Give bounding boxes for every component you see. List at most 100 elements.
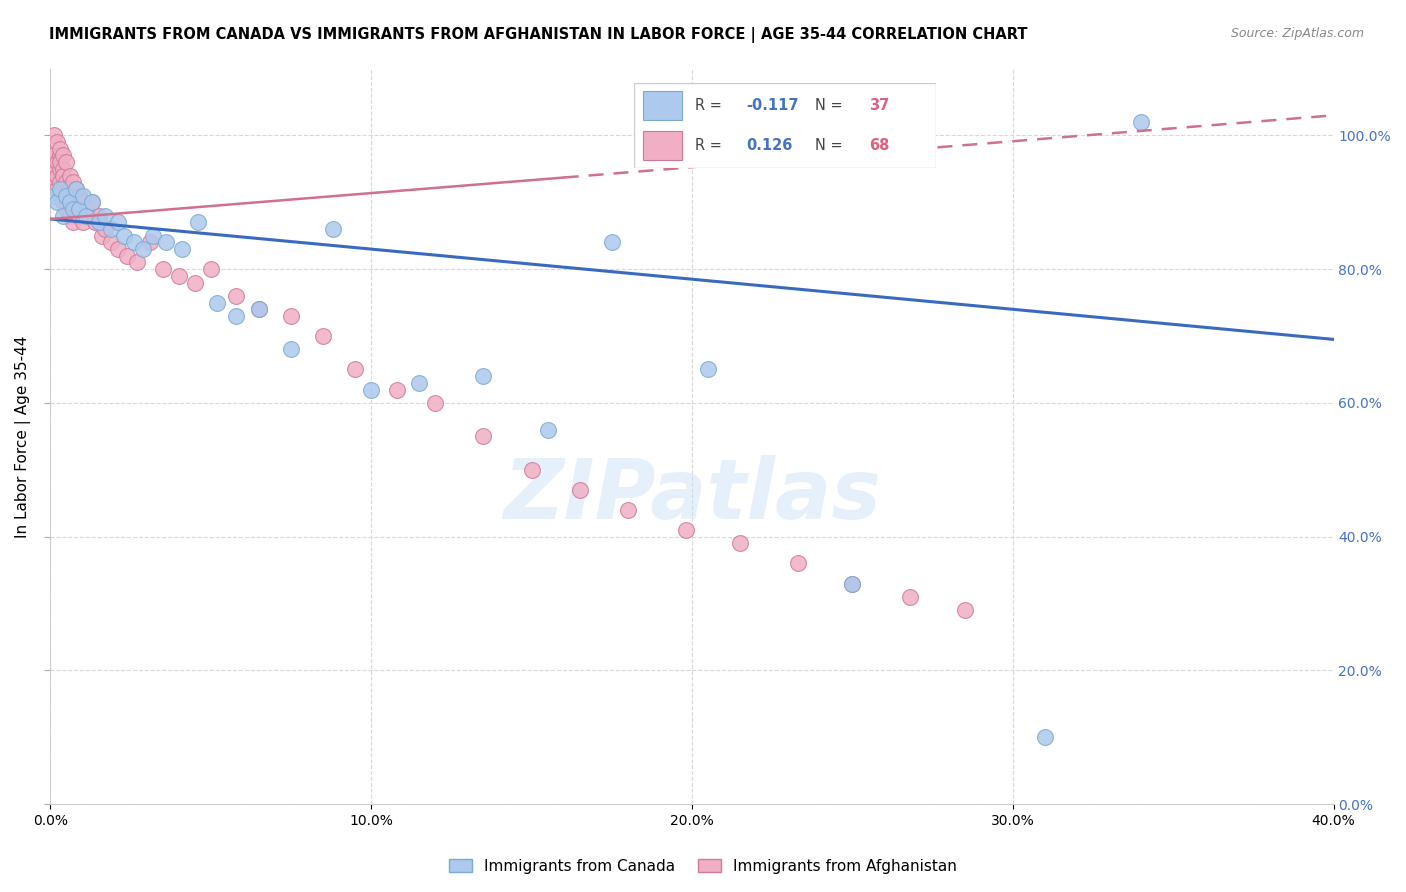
- Point: [59, 209, 82, 223]
- Point: [107, 242, 129, 256]
- Point: [786, 557, 808, 571]
- Point: [90, 228, 112, 243]
- Point: [385, 383, 408, 397]
- Point: [132, 242, 155, 256]
- Point: [65, 182, 87, 196]
- Point: [100, 235, 122, 250]
- Point: [117, 249, 139, 263]
- Point: [697, 362, 720, 376]
- Point: [536, 423, 558, 437]
- Point: [67, 209, 90, 223]
- Point: [568, 483, 591, 497]
- Point: [184, 276, 207, 290]
- Point: [52, 195, 75, 210]
- Point: [728, 536, 751, 550]
- Point: [841, 576, 863, 591]
- Point: [280, 343, 302, 357]
- Point: [55, 155, 77, 169]
- Point: [152, 262, 174, 277]
- Point: [167, 268, 190, 283]
- Point: [1033, 731, 1056, 745]
- Point: [72, 188, 94, 202]
- Point: [125, 255, 148, 269]
- Point: [67, 188, 90, 202]
- Point: [87, 209, 110, 223]
- Point: [42, 148, 65, 162]
- Point: [360, 383, 382, 397]
- Point: [49, 161, 72, 176]
- Point: [62, 202, 84, 216]
- Point: [49, 182, 72, 196]
- Point: [65, 195, 87, 210]
- Point: [49, 155, 72, 169]
- Text: IMMIGRANTS FROM CANADA VS IMMIGRANTS FROM AFGHANISTAN IN LABOR FORCE | AGE 35-44: IMMIGRANTS FROM CANADA VS IMMIGRANTS FRO…: [49, 27, 1028, 43]
- Point: [75, 202, 97, 216]
- Point: [77, 209, 100, 223]
- Point: [55, 188, 77, 202]
- Point: [841, 576, 863, 591]
- Point: [82, 195, 104, 210]
- Point: [247, 302, 270, 317]
- Point: [200, 262, 222, 277]
- Point: [82, 195, 104, 210]
- Point: [84, 215, 107, 229]
- Point: [49, 175, 72, 189]
- Point: [59, 195, 82, 210]
- Point: [52, 148, 75, 162]
- Point: [247, 302, 270, 317]
- Point: [408, 376, 430, 390]
- Point: [45, 135, 67, 149]
- Point: [45, 169, 67, 183]
- Point: [187, 215, 209, 229]
- Point: [62, 215, 84, 229]
- Point: [55, 202, 77, 216]
- Point: [472, 369, 495, 384]
- Point: [225, 309, 247, 323]
- Point: [953, 603, 976, 617]
- Point: [142, 228, 165, 243]
- Point: [322, 222, 344, 236]
- Legend: Immigrants from Canada, Immigrants from Afghanistan: Immigrants from Canada, Immigrants from …: [443, 853, 963, 880]
- Point: [52, 169, 75, 183]
- Point: [45, 182, 67, 196]
- Point: [67, 202, 90, 216]
- Point: [617, 503, 640, 517]
- Point: [42, 128, 65, 143]
- Point: [45, 195, 67, 210]
- Point: [75, 209, 97, 223]
- Point: [139, 235, 162, 250]
- Y-axis label: In Labor Force | Age 35-44: In Labor Force | Age 35-44: [15, 335, 31, 538]
- Point: [100, 222, 122, 236]
- Point: [1130, 115, 1153, 129]
- Point: [280, 309, 302, 323]
- Point: [520, 463, 543, 477]
- Point: [62, 175, 84, 189]
- Point: [62, 188, 84, 202]
- Point: [49, 142, 72, 156]
- Point: [42, 161, 65, 176]
- Point: [52, 161, 75, 176]
- Point: [59, 182, 82, 196]
- Point: [94, 222, 117, 236]
- Point: [49, 188, 72, 202]
- Point: [425, 396, 447, 410]
- Point: [344, 362, 367, 376]
- Point: [112, 228, 135, 243]
- Point: [122, 235, 145, 250]
- Point: [207, 295, 229, 310]
- Point: [42, 175, 65, 189]
- Point: [107, 215, 129, 229]
- Point: [55, 188, 77, 202]
- Point: [59, 169, 82, 183]
- Text: ZIPatlas: ZIPatlas: [503, 455, 882, 536]
- Point: [45, 155, 67, 169]
- Point: [225, 289, 247, 303]
- Point: [898, 590, 921, 604]
- Point: [49, 148, 72, 162]
- Point: [675, 523, 697, 537]
- Point: [155, 235, 177, 250]
- Point: [170, 242, 193, 256]
- Point: [94, 209, 117, 223]
- Point: [55, 175, 77, 189]
- Point: [42, 188, 65, 202]
